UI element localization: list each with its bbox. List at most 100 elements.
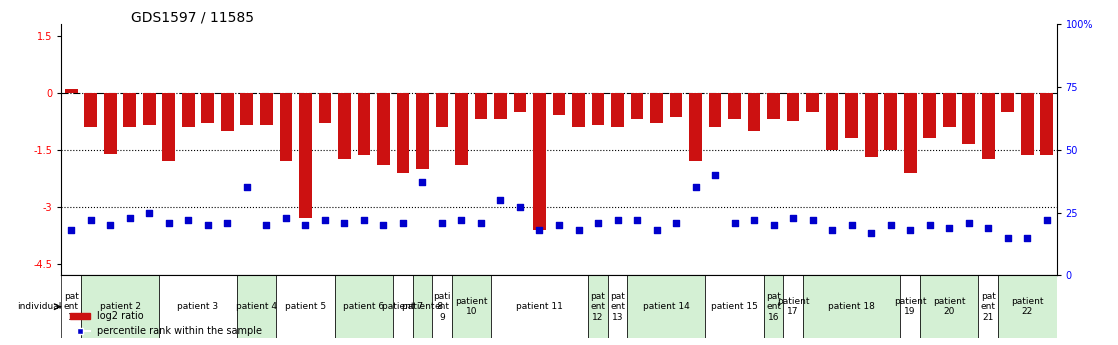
Bar — [201, 93, 215, 123]
Bar — [221, 93, 234, 131]
Bar — [491, 275, 588, 338]
Point — [394, 220, 411, 225]
Bar — [767, 93, 780, 119]
Point — [414, 180, 432, 185]
Bar — [826, 93, 838, 150]
Point — [354, 217, 372, 223]
Text: patient
22: patient 22 — [1011, 297, 1043, 316]
Bar — [260, 93, 273, 125]
Point — [1018, 235, 1036, 240]
Bar — [591, 93, 605, 125]
Bar — [920, 275, 978, 338]
Bar — [433, 275, 452, 338]
Bar — [1021, 93, 1033, 156]
Text: patient 3: patient 3 — [178, 302, 219, 311]
Point — [707, 172, 724, 178]
Bar — [923, 93, 936, 138]
Bar — [1002, 93, 1014, 112]
Point — [686, 185, 704, 190]
Point — [160, 220, 178, 225]
Bar — [764, 275, 784, 338]
Bar — [572, 93, 585, 127]
Text: GDS1597 / 11585: GDS1597 / 11585 — [131, 10, 254, 24]
Point — [921, 222, 939, 228]
Bar — [865, 93, 878, 157]
Bar — [104, 93, 116, 154]
Point — [667, 220, 685, 225]
Bar — [338, 93, 351, 159]
Text: patient 11: patient 11 — [517, 302, 563, 311]
Text: patient
19: patient 19 — [894, 297, 927, 316]
Bar — [436, 93, 448, 127]
Text: patient
20: patient 20 — [932, 297, 966, 316]
Bar — [280, 93, 292, 161]
Text: individual: individual — [17, 302, 61, 311]
Point — [550, 222, 568, 228]
Point — [998, 235, 1016, 240]
Bar — [900, 275, 920, 338]
Bar — [299, 93, 312, 218]
Point — [238, 185, 256, 190]
Point — [804, 217, 822, 223]
Text: patient 7: patient 7 — [382, 302, 424, 311]
Bar — [608, 275, 627, 338]
Point — [843, 222, 861, 228]
Text: patient
17: patient 17 — [777, 297, 809, 316]
Bar — [787, 93, 799, 121]
Bar — [80, 275, 159, 338]
Point — [746, 217, 764, 223]
Point — [492, 197, 510, 203]
Bar — [513, 93, 527, 112]
Point — [335, 220, 353, 225]
Point — [218, 220, 236, 225]
Bar — [377, 93, 390, 165]
Bar — [1041, 93, 1053, 156]
Bar — [689, 93, 702, 161]
Point — [472, 220, 490, 225]
Bar — [705, 275, 764, 338]
Text: pat
ent
21: pat ent 21 — [980, 292, 996, 322]
Bar — [240, 93, 253, 125]
Text: patient 14: patient 14 — [643, 302, 690, 311]
Point — [608, 217, 626, 223]
Bar — [803, 275, 900, 338]
Bar — [552, 93, 566, 116]
Bar — [963, 93, 975, 144]
Bar — [397, 93, 409, 172]
Point — [82, 217, 100, 223]
Text: patient 6: patient 6 — [343, 302, 385, 311]
Bar — [533, 93, 546, 230]
Bar — [845, 93, 858, 138]
Text: patient 8: patient 8 — [401, 302, 443, 311]
Point — [959, 220, 977, 225]
Bar — [978, 275, 998, 338]
Point — [569, 227, 587, 233]
Point — [316, 217, 334, 223]
Bar — [494, 93, 506, 119]
Bar — [85, 93, 97, 127]
Bar — [416, 93, 429, 169]
Point — [784, 215, 802, 220]
Bar — [784, 275, 803, 338]
Legend: log2 ratio, percentile rank within the sample: log2 ratio, percentile rank within the s… — [66, 307, 266, 340]
Text: patient 15: patient 15 — [711, 302, 758, 311]
Bar — [162, 93, 176, 161]
Bar — [903, 93, 917, 172]
Point — [63, 227, 80, 233]
Bar — [884, 93, 897, 150]
Bar — [61, 275, 80, 338]
Text: patient
10: patient 10 — [455, 297, 487, 316]
Point — [199, 222, 217, 228]
Point — [726, 220, 743, 225]
Bar — [455, 93, 467, 165]
Point — [296, 222, 314, 228]
Bar — [237, 275, 276, 338]
Point — [647, 227, 665, 233]
Text: pat
ent
12: pat ent 12 — [590, 292, 606, 322]
Point — [102, 222, 120, 228]
Bar — [182, 93, 195, 127]
Bar — [358, 93, 370, 156]
Bar — [475, 93, 487, 119]
Point — [628, 217, 646, 223]
Point — [901, 227, 919, 233]
